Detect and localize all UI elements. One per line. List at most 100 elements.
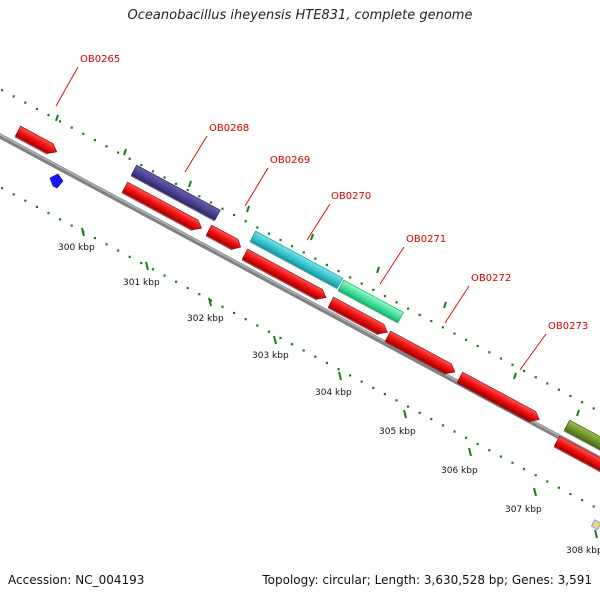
inner-tick-dot (117, 249, 120, 252)
gene-labels: OB0265 OB0268 OB0269 OB0270 OB0271 OB0272 OB02… (55, 54, 588, 371)
outer-tick-dot (221, 207, 224, 210)
outer-tick-dot (128, 157, 131, 160)
small-marker-2[interactable] (590, 519, 600, 531)
scale-tick (338, 371, 342, 381)
inner-tick-dot (35, 205, 38, 208)
outer-tick-dot (105, 145, 108, 148)
scale-label: 307 kbp (505, 505, 542, 515)
inner-tick-dot (534, 474, 537, 477)
genome-backbone (0, 133, 600, 462)
outer-tick-dot (499, 357, 502, 360)
inner-tick-dot (24, 199, 27, 202)
inner-tick-dot (302, 349, 305, 352)
scale-tick (273, 335, 277, 345)
outer-tick-dot (534, 376, 537, 379)
outer-tick-dot (186, 188, 189, 192)
outer-tick-dot (383, 295, 386, 298)
outer-major-tick (246, 205, 250, 213)
outer-major-tick (188, 180, 192, 188)
outer-major-tick (576, 409, 580, 417)
outer-tick-dot (267, 232, 270, 235)
gene-red-g[interactable] (553, 435, 600, 475)
label-leader (306, 203, 331, 241)
outer-tick-dot (12, 95, 15, 98)
gene-red-c[interactable] (241, 248, 329, 303)
outer-tick-dot (569, 394, 572, 398)
inner-tick-dot (511, 461, 514, 464)
tick-rings: 300 kbp 301 kbp 302 kbp 303 kbp 304 kbp 305 k… (1, 89, 600, 556)
gene-red-b[interactable] (205, 224, 243, 252)
gene-label: OB0265 (80, 54, 120, 65)
outer-tick-dot (82, 132, 85, 135)
gene-label: OB0268 (209, 123, 249, 134)
inner-tick-dot (198, 293, 201, 296)
outer-tick-dot (1, 89, 4, 92)
gene-red-f[interactable] (456, 371, 542, 425)
outer-tick-dot (395, 301, 398, 304)
inner-tick-dot (488, 449, 491, 452)
scale-label: 304 kbp (315, 388, 352, 398)
outer-tick-dot (592, 407, 595, 410)
backbone-line (0, 133, 600, 462)
gene-label: OB0269 (270, 155, 310, 166)
inner-tick-dot (151, 268, 154, 271)
inner-tick-dot (360, 380, 363, 383)
inner-tick-dot (372, 386, 375, 389)
inner-tick-dot (175, 280, 178, 283)
outer-tick-dot (523, 369, 526, 373)
label-leader (184, 135, 208, 173)
outer-tick-dot (407, 307, 410, 310)
scale-label: 306 kbp (441, 466, 478, 476)
inner-tick-dot (430, 417, 433, 421)
outer-major-tick (376, 266, 380, 274)
outer-major-tick (513, 372, 517, 380)
small-marker[interactable] (49, 173, 64, 189)
inner-tick-dot (140, 261, 143, 265)
inner-tick-dot (407, 405, 410, 408)
gene-olive[interactable] (563, 419, 600, 455)
outer-tick-dot (70, 126, 73, 129)
inner-tick-dot (418, 411, 421, 414)
gene-ob0270[interactable] (249, 230, 344, 290)
outer-tick-dot (93, 139, 96, 142)
label-leader (519, 333, 547, 371)
outer-tick-dot (557, 388, 560, 391)
gene-ob0271[interactable] (337, 279, 404, 324)
inner-tick-dot (163, 274, 166, 277)
outer-tick-dot (151, 170, 154, 173)
outer-tick-dot (302, 251, 305, 254)
gene-ob0265[interactable] (14, 125, 59, 157)
gene-red-a[interactable] (121, 181, 204, 234)
outer-tick-dot (279, 238, 282, 242)
outer-tick-dot (291, 245, 294, 248)
inner-tick-dot (186, 286, 189, 290)
inner-tick-dot (1, 187, 4, 190)
outer-tick-dot (349, 276, 352, 279)
inner-tick-dot (569, 492, 572, 496)
outer-tick-dot (546, 382, 549, 385)
inner-tick-dot (499, 455, 502, 458)
scale-tick (208, 297, 212, 307)
scale-label: 301 kbp (123, 278, 160, 288)
outer-tick-dot (24, 101, 27, 104)
inner-tick-dot (47, 212, 50, 215)
gene-red-d[interactable] (327, 296, 390, 338)
outer-major-tick (310, 233, 314, 241)
outer-tick-dot (441, 326, 444, 329)
page-title: Oceanobacillus iheyensis HTE831, complet… (127, 8, 473, 23)
outer-major-tick (443, 301, 447, 309)
inner-tick-dot (581, 499, 584, 502)
outer-major-tick (123, 148, 127, 156)
gene-ob0268[interactable] (130, 164, 221, 222)
inner-tick-dot (12, 193, 15, 196)
scale-tick (533, 487, 537, 497)
outer-tick-dot (244, 220, 247, 223)
gene-red-e[interactable] (384, 330, 458, 377)
inner-tick-dot (233, 311, 236, 315)
outer-tick-dot (453, 332, 456, 335)
inner-tick-dot (546, 480, 549, 483)
gene-label: OB0273 (548, 321, 588, 332)
outer-tick-dot (35, 107, 38, 110)
inner-tick-dot (349, 374, 352, 377)
